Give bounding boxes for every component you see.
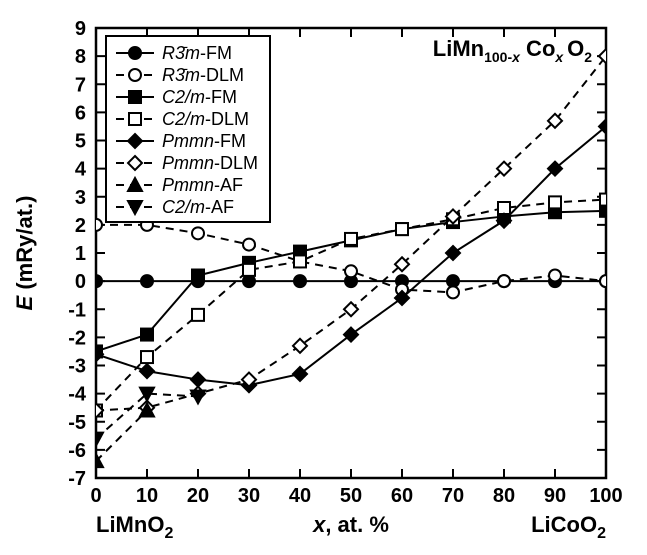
svg-text:-5: -5 xyxy=(68,412,86,434)
svg-text:Pmmn-FM: Pmmn-FM xyxy=(162,131,246,151)
svg-text:7: 7 xyxy=(75,74,86,96)
svg-text:60: 60 xyxy=(391,485,413,507)
svg-text:3: 3 xyxy=(75,187,86,209)
svg-text:8: 8 xyxy=(75,46,86,68)
svg-text:-6: -6 xyxy=(68,440,86,462)
svg-text:6: 6 xyxy=(75,102,86,124)
svg-text:4: 4 xyxy=(75,159,87,181)
svg-text:R3̄m-FM: R3̄m-FM xyxy=(162,43,232,63)
svg-text:80: 80 xyxy=(493,485,515,507)
svg-text:-4: -4 xyxy=(68,384,87,406)
svg-text:-1: -1 xyxy=(68,299,86,321)
svg-text:70: 70 xyxy=(442,485,464,507)
svg-text:0: 0 xyxy=(90,485,101,507)
chart-figure: 0 10 20 30 40 50 60 70 80 90 100 -7 -6 -5 -4 -3 -2 -1 0 1 2 3… xyxy=(0,0,647,555)
chart-svg: 0 10 20 30 40 50 60 70 80 90 100 -7 -6 -5 -4 -3 -2 -1 0 1 2 3… xyxy=(0,0,647,555)
svg-text:-3: -3 xyxy=(68,356,86,378)
svg-text:R3̄m-DLM: R3̄m-DLM xyxy=(162,65,244,85)
svg-text:90: 90 xyxy=(544,485,566,507)
svg-text:Pmmn-AF: Pmmn-AF xyxy=(162,175,243,195)
svg-text:LiMnO2: LiMnO2 xyxy=(96,512,173,542)
svg-text:50: 50 xyxy=(340,485,362,507)
svg-text:LiCoO2: LiCoO2 xyxy=(531,512,606,542)
svg-text:C2/m-DLM: C2/m-DLM xyxy=(162,109,249,129)
svg-text:-2: -2 xyxy=(68,327,86,349)
svg-text:9: 9 xyxy=(75,18,86,40)
series-pmmn-af xyxy=(96,411,147,462)
svg-text:1: 1 xyxy=(75,243,86,265)
legend: R3̄m-FMR3̄m-DLMC2/m-FMC2/m-DLMPmmn-FMPmm… xyxy=(106,36,270,222)
svg-text:30: 30 xyxy=(238,485,260,507)
svg-text:0: 0 xyxy=(75,271,86,293)
svg-text:Pmmn-DLM: Pmmn-DLM xyxy=(162,153,258,173)
svg-text:10: 10 xyxy=(136,485,158,507)
svg-text:C2/m-AF: C2/m-AF xyxy=(162,197,234,217)
svg-text:x, at. %: x, at. % xyxy=(312,512,389,537)
svg-text:-7: -7 xyxy=(68,468,86,490)
svg-text:20: 20 xyxy=(187,485,209,507)
svg-text:40: 40 xyxy=(289,485,311,507)
svg-text:LiMn100-x Cox O2: LiMn100-x Cox O2 xyxy=(433,36,592,65)
svg-text:5: 5 xyxy=(75,131,86,153)
svg-text:E (mRy/at.): E (mRy/at.) xyxy=(12,196,37,311)
svg-text:C2/m-FM: C2/m-FM xyxy=(162,87,237,107)
svg-text:2: 2 xyxy=(75,215,86,237)
svg-text:100: 100 xyxy=(589,485,622,507)
